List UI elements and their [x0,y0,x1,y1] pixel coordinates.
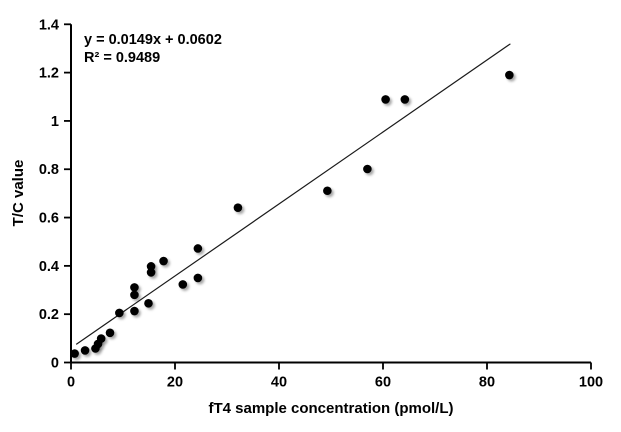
data-point [70,349,79,358]
data-point [159,256,168,266]
y-tick-label: 0 [51,356,59,372]
data-point [323,186,332,196]
data-point [233,203,243,212]
data-point [130,283,139,292]
data-point [363,164,372,174]
x-axis-title: fT4 sample concentration (pmol/L) [208,400,453,417]
y-tick-label: 0.8 [39,162,59,178]
r-squared-label: R² = 0.9489 [84,50,160,66]
x-tick-label: 100 [579,375,603,391]
x-tick-label: 40 [271,375,287,391]
data-point [96,334,106,343]
data-point [130,290,139,300]
data-point [193,273,203,283]
y-tick-label: 0.6 [39,211,59,227]
y-tick-label: 1 [51,114,59,130]
trendline-equation-label: y = 0.0149x + 0.0602 [84,32,222,48]
data-point [146,268,156,277]
data-point [105,328,115,338]
data-point [178,280,188,289]
data-point [80,346,90,355]
data-point [144,299,153,308]
y-tick-label: 1.4 [39,17,59,33]
x-tick-label: 80 [479,375,495,391]
data-point [400,95,410,104]
y-tick-label: 1.2 [39,66,59,82]
trendline [75,43,511,345]
y-tick-label: 0.4 [39,259,59,275]
y-axis-title: T/C value [10,160,27,227]
data-point [193,244,203,253]
y-tick-label: 0.2 [39,307,59,323]
x-tick-label: 60 [375,375,391,391]
plot-layer: 0 20 40 60 80 100 0 0.2 0.4 0.6 0.8 1 1.2 1.4 [39,17,603,390]
x-tick-label: 0 [67,375,75,391]
data-point [505,70,514,80]
data-point [130,306,139,316]
data-point [381,95,390,104]
data-point [115,308,124,318]
x-tick-label: 20 [167,375,183,391]
data-point [146,262,156,271]
